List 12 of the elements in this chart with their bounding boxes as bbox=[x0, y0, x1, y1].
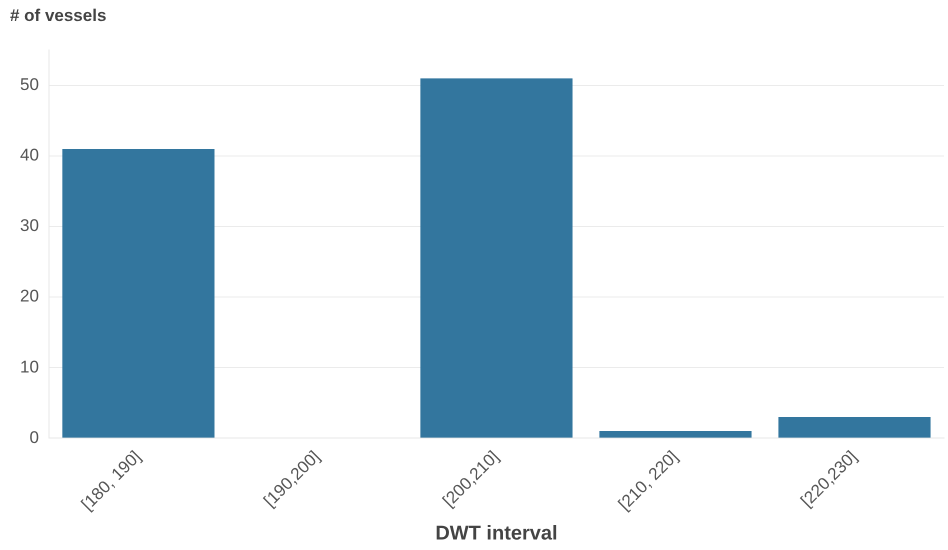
bar bbox=[62, 148, 214, 438]
y-tick-label: 50 bbox=[20, 75, 39, 94]
y-tick-label: 40 bbox=[20, 146, 39, 165]
y-tick-label: 20 bbox=[20, 286, 39, 306]
y-axis-title: # of vessels bbox=[10, 6, 106, 26]
bar bbox=[778, 416, 931, 438]
y-tick-label: 0 bbox=[29, 428, 39, 447]
bar bbox=[420, 78, 573, 438]
y-tick-label: 10 bbox=[20, 357, 39, 376]
x-axis-title: DWT interval bbox=[435, 522, 558, 545]
bar bbox=[599, 431, 752, 438]
y-tick-label: 30 bbox=[20, 216, 39, 236]
